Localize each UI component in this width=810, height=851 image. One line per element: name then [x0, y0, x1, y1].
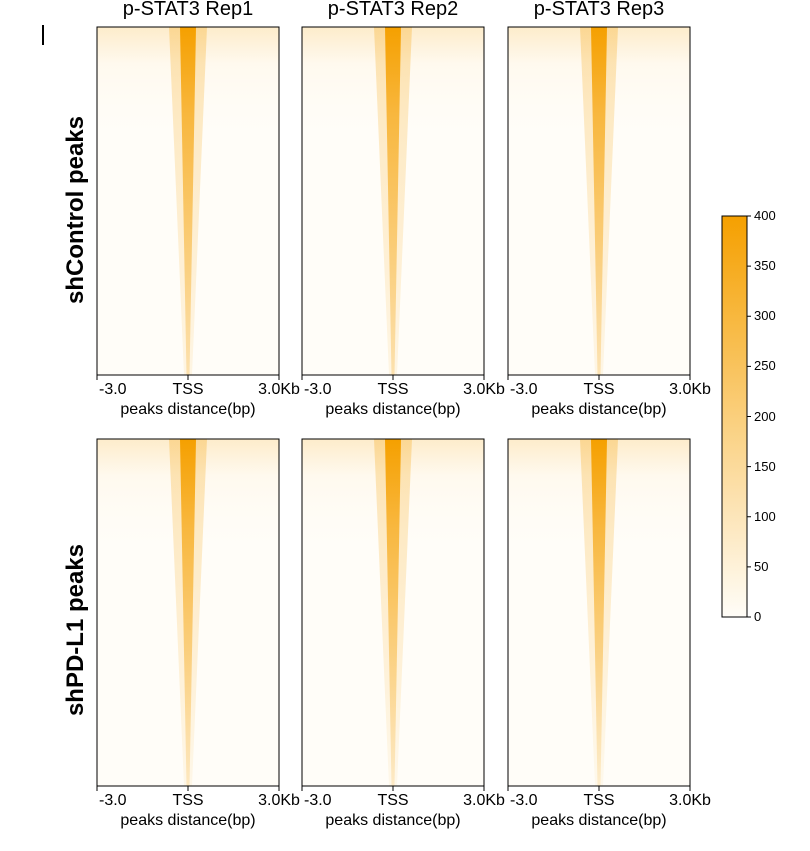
heatmap-panel	[301, 26, 485, 380]
x-axis-label: peaks distance(bp)	[531, 401, 667, 418]
x-axis-label: peaks distance(bp)	[120, 401, 256, 418]
x-tick-label: -3.0	[99, 381, 127, 398]
signal-band	[385, 27, 401, 375]
column-title-rep1: p-STAT3 Rep1	[122, 0, 254, 20]
column-title-rep2: p-STAT3 Rep2	[327, 0, 459, 20]
heatmap-panel	[96, 26, 280, 380]
colorbar-tick-label: 250	[754, 358, 776, 374]
colorbar-fill	[722, 216, 747, 617]
x-axis-label: peaks distance(bp)	[120, 812, 256, 829]
x-tick-label: -3.0	[99, 792, 127, 809]
x-tick-label: 3.0Kb	[258, 381, 300, 398]
colorbar-tick-label: 50	[754, 558, 769, 574]
signal-band	[385, 439, 401, 786]
x-tick-label: TSS	[172, 381, 204, 398]
x-tick-label: TSS	[377, 792, 409, 809]
heatmap-panel	[507, 438, 691, 791]
colorbar-tick-label: 200	[754, 408, 776, 424]
x-tick-label: -3.0	[510, 792, 538, 809]
x-tick-label: -3.0	[304, 381, 332, 398]
colorbar-tick-label: 350	[754, 258, 776, 274]
x-tick-label: 3.0Kb	[463, 381, 505, 398]
x-tick-label: TSS	[172, 792, 204, 809]
column-title-rep3: p-STAT3 Rep3	[533, 0, 665, 20]
colorbar-tick-label: 0	[754, 609, 762, 624]
colorbar-tick-label: 300	[754, 308, 776, 324]
x-tick-label: 3.0Kb	[669, 792, 711, 809]
signal-band	[591, 439, 607, 786]
colorbar-tick-label: 400	[754, 208, 776, 223]
x-axis-label: peaks distance(bp)	[325, 812, 461, 829]
signal-band	[591, 27, 607, 375]
colorbar-tick-label: 100	[754, 508, 776, 524]
signal-band	[180, 27, 196, 375]
heatmap-panel	[507, 26, 691, 380]
x-tick-label: 3.0Kb	[669, 381, 711, 398]
x-tick-label: -3.0	[510, 381, 538, 398]
x-tick-label: TSS	[377, 381, 409, 398]
x-axis-label: peaks distance(bp)	[531, 812, 667, 829]
x-tick-label: 3.0Kb	[463, 792, 505, 809]
x-tick-label: TSS	[583, 792, 615, 809]
x-axis-label: peaks distance(bp)	[325, 401, 461, 418]
corner-mark	[42, 25, 44, 45]
x-tick-label: -3.0	[304, 792, 332, 809]
heatmap-panel	[301, 438, 485, 791]
signal-band	[180, 439, 196, 786]
x-tick-label: TSS	[583, 381, 615, 398]
colorbar-tick-label: 150	[754, 458, 776, 474]
heatmap-panel	[96, 438, 280, 791]
x-tick-label: 3.0Kb	[258, 792, 300, 809]
